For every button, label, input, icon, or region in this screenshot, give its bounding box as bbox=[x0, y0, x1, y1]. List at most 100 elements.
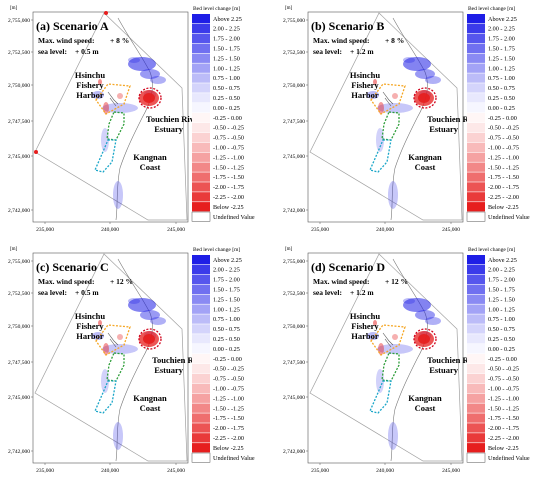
legend-label: -2.00 - -1.75 bbox=[213, 425, 244, 432]
plot-frame bbox=[32, 11, 189, 223]
legend-label: 1.50 - 1.75 bbox=[213, 287, 240, 294]
legend-label: -0.75 - -0.50 bbox=[213, 135, 244, 142]
legend-title: Bed level change [m] bbox=[468, 247, 515, 253]
map-svg: [m] 2,755,000 2,752,500 2,750,000 2,747,500 2… bbox=[283, 247, 530, 474]
legend-swatch bbox=[191, 211, 211, 222]
deposition-patch bbox=[388, 181, 398, 209]
map-svg: [m] 2,755,000 2,752,500 2,750,000 2,747,500 2… bbox=[8, 6, 255, 233]
deposition-patch bbox=[377, 103, 413, 113]
erosion-patch bbox=[373, 79, 377, 85]
map-panel: [m] 2,755,000 2,752,500 2,750,000 2,747,500 2… bbox=[275, 0, 550, 241]
harbor-label-line: Hsinchu bbox=[350, 70, 381, 80]
legend-label: Undefined Value bbox=[488, 455, 530, 462]
legend-label: -0.75 - -0.50 bbox=[488, 135, 519, 142]
erosion-patch bbox=[143, 334, 155, 344]
deposition-patch bbox=[128, 298, 140, 304]
estuary-label-line: Estuary bbox=[429, 365, 459, 375]
legend-label: 0.75 - 1.00 bbox=[488, 316, 515, 323]
model-domain-outline bbox=[309, 12, 463, 221]
legend-swatch bbox=[467, 142, 485, 152]
y-tick-label: 2,750,000 bbox=[8, 83, 30, 89]
deposition-patch bbox=[140, 310, 160, 320]
deposition-patch bbox=[376, 369, 384, 393]
deposition-patch bbox=[403, 298, 431, 312]
coast-label-line: Kangnan bbox=[133, 393, 167, 403]
erosion-patch bbox=[392, 93, 398, 99]
map-panel: [m] 2,755,000 2,752,500 2,750,000 2,747,500 2… bbox=[275, 241, 550, 482]
legend-swatch bbox=[467, 63, 485, 73]
legend-swatch bbox=[192, 73, 210, 83]
legend-swatch bbox=[192, 413, 210, 423]
deposition-patch bbox=[102, 344, 138, 354]
legend-swatch bbox=[192, 202, 210, 212]
legend-swatch bbox=[467, 294, 485, 304]
legend-swatch bbox=[467, 14, 485, 24]
x-tick-label: 235,000 bbox=[311, 227, 329, 233]
legend-swatch bbox=[467, 324, 485, 334]
legend-label: -2.00 - -1.75 bbox=[488, 184, 519, 191]
legend-swatch bbox=[192, 354, 210, 364]
unit-label: [m] bbox=[285, 247, 293, 252]
erosion-patch bbox=[418, 93, 430, 103]
scenario-title: (c) Scenario C bbox=[36, 260, 109, 274]
legend-label: Above 2.25 bbox=[213, 257, 242, 264]
legend-swatch bbox=[467, 433, 485, 443]
legend-swatch bbox=[192, 383, 210, 393]
wind-speed-value: + 8 % bbox=[385, 36, 404, 45]
legend-label: 1.25 - 1.50 bbox=[213, 55, 240, 62]
legend-swatch bbox=[467, 443, 485, 453]
estuary-zone-outline bbox=[138, 87, 162, 109]
erosion-patch bbox=[117, 93, 123, 99]
harbor-label-line: Fishery bbox=[351, 80, 379, 90]
legend-swatch bbox=[467, 274, 485, 285]
legend-label: 1.50 - 1.75 bbox=[213, 46, 240, 53]
y-tick-label: 2,742,000 bbox=[8, 208, 30, 214]
deposition-patch bbox=[425, 76, 441, 84]
legend-label: -2.25 - -2.00 bbox=[488, 194, 519, 201]
harbor-zone-outline bbox=[370, 83, 406, 115]
model-domain-outline bbox=[34, 12, 188, 221]
legend-swatch bbox=[192, 53, 210, 63]
legend-swatch bbox=[192, 83, 210, 93]
x-tick-label: 240,000 bbox=[376, 227, 394, 233]
deposition-patch bbox=[113, 181, 123, 209]
coast-label-line: Kangnan bbox=[133, 152, 167, 162]
legend-label: 1.25 - 1.50 bbox=[488, 55, 515, 62]
coast-zone-outline-south bbox=[94, 139, 117, 173]
harbor-label-line: Harbor bbox=[351, 331, 379, 341]
estuary-label-line: Estuary bbox=[154, 124, 184, 134]
harbor-breakwater bbox=[107, 332, 119, 348]
harbor-label-line: Hsinchu bbox=[75, 311, 106, 321]
deposition-patch bbox=[101, 369, 109, 393]
wind-speed-label: Max. wind speed: bbox=[38, 277, 94, 286]
coast-label-line: Kangnan bbox=[408, 393, 442, 403]
erosion-patch bbox=[117, 334, 123, 340]
legend-swatch bbox=[467, 182, 485, 192]
harbor-zone-outline bbox=[95, 324, 131, 356]
legend-label: Below -2.25 bbox=[213, 445, 244, 452]
legend-label: 0.75 - 1.00 bbox=[213, 316, 240, 323]
legend-swatch bbox=[192, 172, 210, 182]
sea-level-value: + 0.5 m bbox=[75, 47, 99, 56]
plot-frame bbox=[307, 252, 464, 464]
legend-swatch bbox=[467, 83, 485, 93]
coast-label-line: Coast bbox=[415, 162, 436, 172]
y-tick-label: 2,747,500 bbox=[8, 119, 30, 125]
legend-swatch bbox=[467, 354, 485, 364]
erosion-patch bbox=[34, 150, 38, 154]
legend-label: 1.50 - 1.75 bbox=[488, 287, 515, 294]
coast-label-line: Coast bbox=[140, 162, 161, 172]
legend-label: 1.75 - 2.00 bbox=[213, 277, 240, 284]
legend-label: 0.00 - 0.25 bbox=[213, 105, 240, 112]
legend-swatch bbox=[192, 373, 210, 384]
legend-label: 0.50 - 0.75 bbox=[213, 326, 240, 333]
deposition-patch bbox=[403, 298, 415, 304]
deposition-patch bbox=[150, 76, 166, 84]
y-tick-label: 2,752,500 bbox=[8, 291, 30, 297]
y-tick-label: 2,752,500 bbox=[8, 50, 30, 56]
legend-swatch bbox=[467, 423, 485, 433]
legend-swatch bbox=[192, 43, 210, 53]
erosion-patch bbox=[392, 334, 398, 340]
x-tick-label: 240,000 bbox=[101, 227, 119, 233]
estuary-zone-outline bbox=[138, 328, 162, 350]
